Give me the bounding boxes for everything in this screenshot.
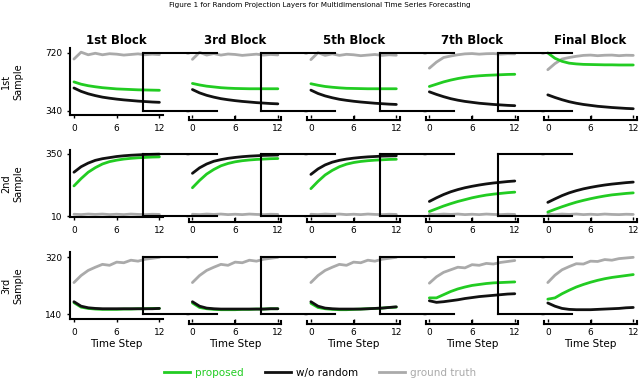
X-axis label: Time Step: Time Step bbox=[90, 339, 143, 349]
Title: 3rd Block: 3rd Block bbox=[204, 34, 266, 47]
Title: Final Block: Final Block bbox=[554, 34, 627, 47]
X-axis label: Time Step: Time Step bbox=[446, 339, 499, 349]
X-axis label: Time Step: Time Step bbox=[209, 339, 261, 349]
Text: 3rd
Sample: 3rd Sample bbox=[1, 267, 23, 304]
Text: 1st
Sample: 1st Sample bbox=[1, 63, 23, 100]
Title: 5th Block: 5th Block bbox=[323, 34, 385, 47]
Text: Figure 1 for Random Projection Layers for Multidimensional Time Series Forecasti: Figure 1 for Random Projection Layers fo… bbox=[169, 2, 471, 8]
Text: 2nd
Sample: 2nd Sample bbox=[1, 166, 23, 202]
X-axis label: Time Step: Time Step bbox=[328, 339, 380, 349]
Title: 7th Block: 7th Block bbox=[441, 34, 503, 47]
Title: 1st Block: 1st Block bbox=[86, 34, 147, 47]
X-axis label: Time Step: Time Step bbox=[564, 339, 617, 349]
Legend: proposed, w/o random, ground truth: proposed, w/o random, ground truth bbox=[160, 363, 480, 382]
